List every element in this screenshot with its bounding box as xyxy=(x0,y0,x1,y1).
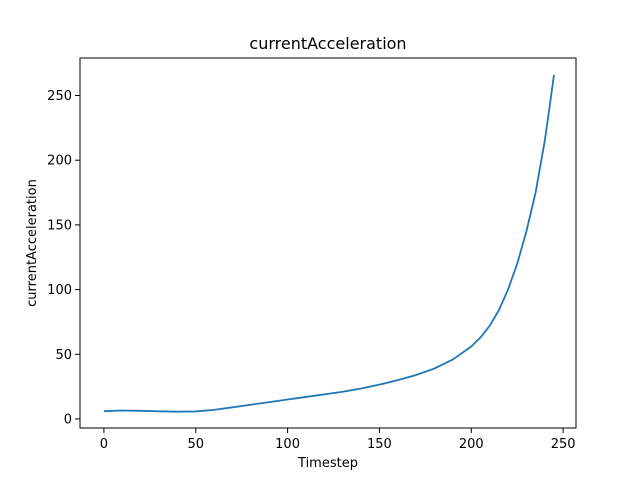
y-tick-label: 50 xyxy=(55,348,72,363)
y-tick-label: 150 xyxy=(47,218,72,233)
x-axis-label: Timestep xyxy=(297,456,358,471)
x-tick-label: 250 xyxy=(551,437,576,452)
y-axis-label: currentAcceleration xyxy=(25,179,40,307)
x-tick-label: 50 xyxy=(187,437,204,452)
chart-title: currentAcceleration xyxy=(249,34,406,53)
x-tick-label: 100 xyxy=(275,437,300,452)
plot-frame xyxy=(79,57,577,429)
series-line-0 xyxy=(103,74,555,413)
x-tick-label: 150 xyxy=(367,437,392,452)
y-tick-label: 250 xyxy=(47,89,72,104)
x-tick-label: 0 xyxy=(100,437,108,452)
y-tick-label: 200 xyxy=(47,154,72,169)
x-tick-label: 200 xyxy=(459,437,484,452)
y-tick-label: 100 xyxy=(47,283,72,298)
y-tick-label: 0 xyxy=(64,412,72,427)
